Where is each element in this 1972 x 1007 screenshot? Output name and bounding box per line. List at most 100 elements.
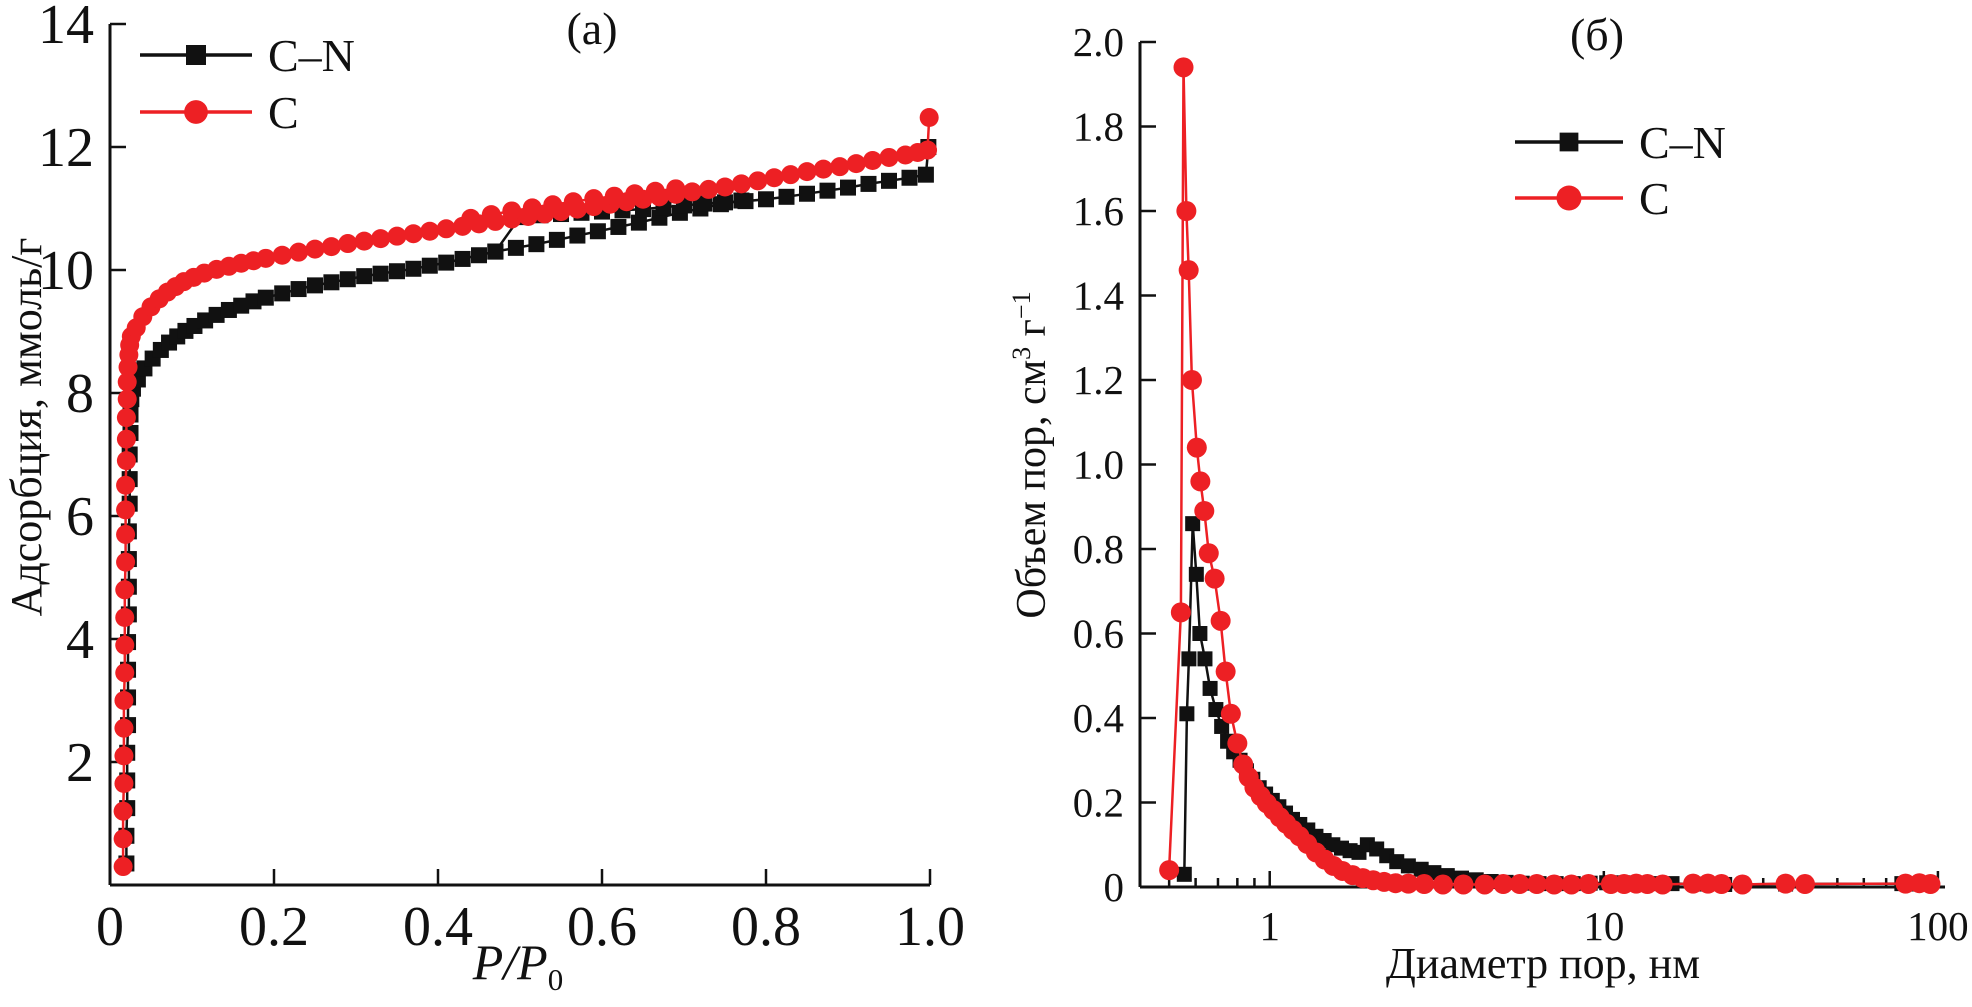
series-C-marker (371, 229, 391, 249)
series-C-marker (113, 801, 133, 821)
series-C-marker (1578, 874, 1599, 895)
series-C-marker (1186, 437, 1207, 458)
series-C-marker (1194, 500, 1215, 521)
series-C-marker (604, 186, 624, 206)
x-tick-label: 1.0 (895, 896, 965, 958)
series-C-marker (1794, 874, 1815, 895)
series-C-N-marker (233, 297, 250, 314)
series-C-marker (321, 237, 341, 257)
x-tick-label: 0.2 (239, 896, 309, 958)
series-C-N-marker (1179, 706, 1195, 722)
series-C-N-marker (1181, 651, 1197, 667)
series-C-marker (1509, 874, 1530, 895)
series-C-marker (1526, 874, 1547, 895)
series-C-marker (1181, 370, 1202, 390)
panel-b-ylabel-sup: 3 (1007, 346, 1036, 360)
series-C-marker (115, 580, 135, 600)
x-tick-label: 1 (1259, 903, 1280, 949)
x-tick-label: 0 (96, 896, 124, 958)
series-C-marker (1920, 874, 1941, 895)
series-C-marker (1432, 874, 1453, 895)
y-tick-label: 4 (66, 609, 94, 671)
legend-label-C-N: C–N (268, 30, 355, 81)
series-C-N-marker (220, 301, 237, 318)
legend-label-C: C (1639, 173, 1670, 224)
y-ticks: 2 4 6 8 10 12 14 (38, 0, 126, 794)
series-C-N-marker (917, 166, 934, 183)
series-C-N-marker (1400, 858, 1416, 874)
x-ticks: 0 0.2 0.4 0.6 0.8 1.0 (96, 869, 965, 958)
series-C-marker (919, 107, 939, 127)
series-C-N-marker (630, 214, 647, 231)
series-C (1159, 57, 1941, 895)
series-C-marker (1544, 874, 1565, 895)
y-ticks: 0 0.2 0.4 0.6 0.8 1.0 1.2 1.4 1.6 1.8 2.0 (1073, 19, 1156, 910)
series-C-N-marker (372, 265, 389, 282)
panel-b-title: (б) (1569, 9, 1625, 60)
series-C-N-marker (1214, 718, 1230, 734)
legend: C–N C (140, 30, 355, 138)
series-C-marker (1176, 201, 1197, 221)
series-C-marker (117, 389, 137, 409)
series-C-marker (879, 147, 899, 167)
series-C-marker (114, 691, 134, 710)
y-tick-label: 12 (38, 117, 94, 179)
x-tick-label: 100 (1907, 903, 1969, 949)
series-C-marker (1711, 874, 1732, 895)
series-C-N-marker (1197, 651, 1213, 667)
y-tick-label: 0.4 (1073, 695, 1124, 741)
series-C (113, 107, 939, 877)
legend-marker-C-N (186, 45, 206, 65)
y-tick-label: 1.8 (1073, 104, 1124, 150)
series-C-N-marker (737, 193, 754, 210)
series-C-marker (1220, 703, 1241, 724)
series-C-N-marker (356, 268, 373, 285)
series-C-marker (1398, 873, 1419, 894)
series-C-N-marker (257, 289, 274, 306)
series-C-marker (1159, 860, 1180, 881)
series-C-N-marker (1176, 866, 1192, 882)
series-C-marker (1414, 874, 1435, 895)
series-C-marker (1474, 874, 1495, 895)
series-C-marker (1173, 57, 1194, 78)
series-C-marker (543, 195, 563, 215)
series-C-marker (699, 179, 719, 199)
series-C-N-marker (610, 218, 627, 235)
series-C-marker (116, 475, 136, 495)
series-C-marker (731, 174, 751, 194)
series-C-marker (116, 500, 136, 520)
series-C-marker (645, 181, 665, 201)
y-tick-label: 6 (66, 486, 94, 548)
series-C-marker (115, 663, 135, 683)
series-C-N-marker (454, 250, 471, 267)
series-C-N-marker (799, 185, 815, 202)
series-C-N-marker (307, 277, 323, 294)
series-C-N-marker (881, 172, 897, 189)
series-C-marker (115, 635, 135, 655)
series-C-N-marker (323, 274, 340, 291)
series-C-marker (1170, 602, 1191, 623)
series-C-marker (1198, 543, 1219, 564)
series-C-N-marker (840, 179, 856, 196)
panel-b-ylabel-base: Объем пор, см (1009, 359, 1055, 619)
legend-item-C: C (140, 87, 299, 138)
series-C-marker (918, 140, 938, 160)
series-C-N-marker (548, 231, 565, 248)
series-C-line (1167, 67, 1931, 886)
legend-label-C: C (268, 87, 299, 138)
y-tick-label: 0.2 (1073, 780, 1124, 826)
series-C-marker (403, 224, 423, 244)
series-C-N-marker (507, 239, 524, 256)
series-C-N-marker (589, 223, 606, 240)
y-tick-label: 1.6 (1073, 188, 1124, 234)
series-C-marker (289, 242, 309, 262)
series-C-marker (117, 372, 137, 392)
series-C-marker (1178, 260, 1199, 281)
series-C-N-marker (208, 306, 225, 323)
legend-item-C-N: C–N (1515, 117, 1726, 168)
series-C-marker (116, 429, 136, 449)
series-C-N-marker (487, 243, 504, 260)
series-C-marker (563, 192, 583, 212)
series-C-N-marker (339, 271, 356, 288)
series-C-N-marker (528, 236, 545, 253)
